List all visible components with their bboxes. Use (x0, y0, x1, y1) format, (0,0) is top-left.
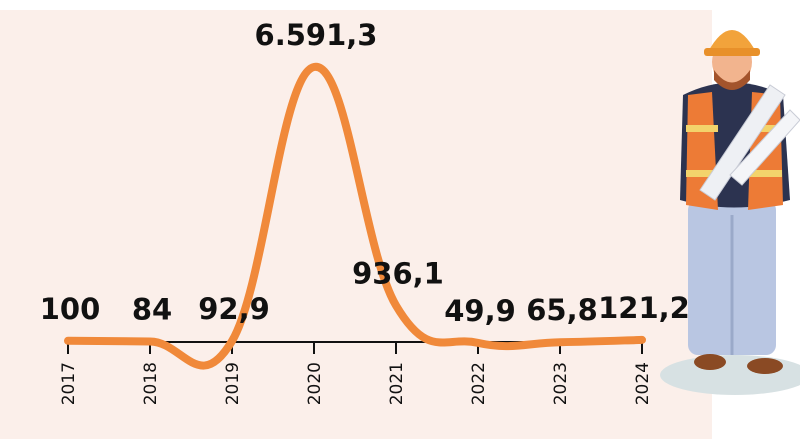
value-label: 65,8 (526, 293, 598, 327)
value-label: 92,9 (198, 292, 270, 326)
value-label: 6.591,3 (255, 18, 378, 52)
value-label: 121,2 (598, 291, 690, 325)
x-tick-label: 2020 (305, 362, 325, 405)
chart: 2017 2018 2019 2020 2021 2022 2023 2024 100 84 92,… (0, 0, 800, 439)
value-label: 49,9 (444, 294, 516, 328)
x-tick-label: 2021 (387, 362, 407, 405)
value-label: 936,1 (352, 257, 444, 291)
x-tick-label: 2019 (223, 362, 243, 405)
chart-background (0, 10, 712, 439)
value-label: 84 (132, 292, 172, 326)
x-tick-label: 2017 (59, 362, 79, 405)
value-label: 100 (40, 292, 101, 326)
x-tick-label: 2022 (469, 362, 489, 405)
page: 2017 2018 2019 2020 2021 2022 2023 2024 100 84 92,… (0, 0, 800, 439)
x-tick-label: 2018 (141, 362, 161, 405)
x-tick-label: 2024 (633, 362, 653, 405)
x-tick-label: 2023 (551, 362, 571, 405)
